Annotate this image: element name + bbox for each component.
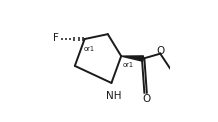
- Text: F: F: [53, 33, 59, 43]
- Text: O: O: [157, 46, 165, 56]
- Polygon shape: [121, 56, 143, 61]
- Text: O: O: [142, 94, 150, 104]
- Text: or1: or1: [123, 62, 133, 68]
- Text: or1: or1: [84, 46, 95, 52]
- Text: NH: NH: [106, 91, 121, 101]
